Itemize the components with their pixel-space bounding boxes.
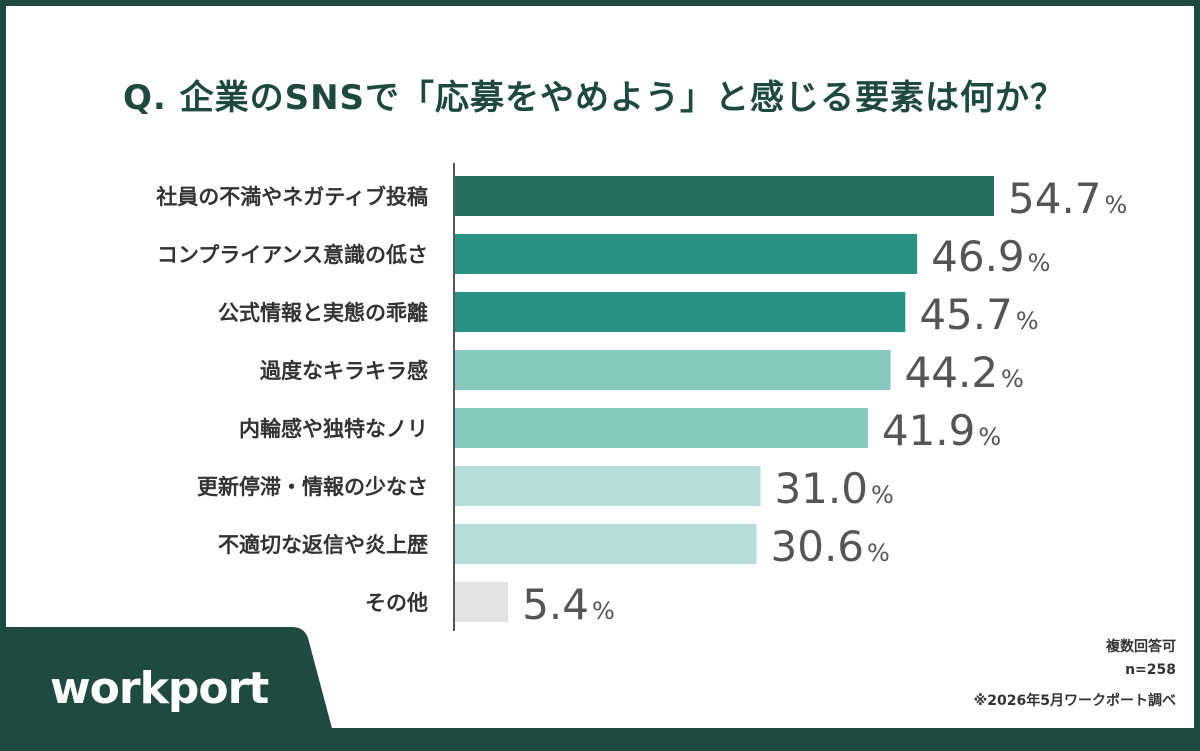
category-label: その他 [365,591,428,615]
chart-title: Q. 企業のSNSで「応募をやめよう」と感じる要素は何か？ [122,78,1066,118]
bar [455,466,761,506]
value-label: 41.9% [882,406,1001,455]
multi-answer-note: 複数回答可 [1106,639,1176,655]
category-label: 過度なキラキラ感 [260,359,428,383]
value-label: 5.4% [522,580,615,629]
sample-size-note: n=258 [1125,662,1176,678]
category-label: 内輪感や独特なノリ [239,417,428,441]
value-label: 44.2% [905,348,1024,397]
bar [455,408,868,448]
bar [455,524,757,564]
category-label: 公式情報と実態の乖離 [218,301,428,325]
bar [455,234,918,274]
workport-logo: workport [50,663,269,714]
category-label: コンプライアンス意識の低さ [157,243,428,267]
bar [455,582,509,622]
category-label: 社員の不満やネガティブ投稿 [155,185,428,209]
value-label: 45.7% [919,290,1038,339]
bar [455,350,891,390]
source-note: ※2026年5月ワークポート調べ [973,693,1176,709]
bars-group: 社員の不満やネガティブ投稿 54.7 % コンプライアンス意識の低さ 46.9 % 公式情報… [155,174,1127,629]
value-label: 46.9% [931,232,1050,281]
logo-text: workport [50,663,269,714]
category-label: 不適切な返信や炎上歴 [218,533,428,557]
value-label: 54.7% [1008,174,1127,223]
bar [455,176,994,216]
value-label: 31.0% [774,464,893,513]
value-label: 30.6% [771,522,890,571]
category-label: 更新停滞・情報の少なさ [197,475,428,499]
bar [455,292,906,332]
